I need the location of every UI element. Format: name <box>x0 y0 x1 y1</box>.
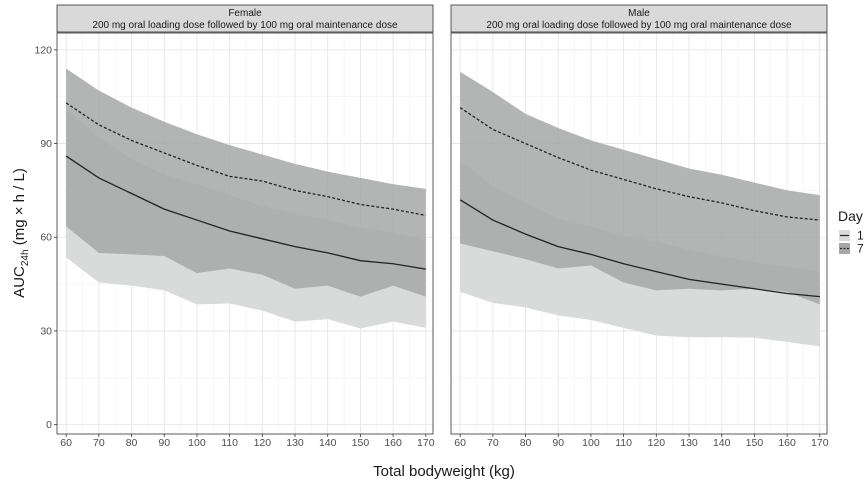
x-tick-label: 90 <box>552 437 564 449</box>
x-tick-label: 110 <box>615 437 632 449</box>
x-tick-label: 160 <box>384 437 402 449</box>
x-tick-label: 90 <box>158 437 170 449</box>
panel-border <box>450 32 828 435</box>
y-axis-title-units: (mg × h / L) <box>11 168 28 249</box>
legend-label-day-1: 1 <box>857 229 864 243</box>
legend-label-day-7: 7 <box>857 242 864 256</box>
x-axis-title: Total bodyweight (kg) <box>373 463 515 480</box>
y-tick-label: 90 <box>40 138 52 150</box>
x-tick-label: 70 <box>487 437 499 449</box>
x-tick-label: 140 <box>713 437 731 449</box>
x-tick-label: 100 <box>188 437 206 449</box>
strip-label-line1: Male <box>628 8 650 19</box>
x-tick-label: 150 <box>746 437 764 449</box>
strip-label-line2: 200 mg oral loading dose followed by 100… <box>92 20 398 31</box>
x-tick-label: 80 <box>520 437 532 449</box>
x-tick-label: 80 <box>126 437 138 449</box>
x-tick-label: 60 <box>60 437 72 449</box>
x-tick-label: 60 <box>454 437 466 449</box>
x-tick-label: 120 <box>254 437 272 449</box>
x-tick-label: 70 <box>93 437 105 449</box>
facet-strip <box>56 4 434 33</box>
panel-border <box>56 32 434 435</box>
y-tick-label: 60 <box>40 232 52 244</box>
x-tick-label: 150 <box>352 437 370 449</box>
median-line-day-7 <box>65 102 426 217</box>
x-tick-label: 160 <box>778 437 796 449</box>
legend: Day 17 <box>838 208 864 256</box>
x-tick-label: 170 <box>811 437 829 449</box>
ribbon-day-7 <box>66 68 426 297</box>
y-axis-title-subscript: 24h <box>20 249 31 266</box>
y-axis-title: AUC24h (mg × h / L) <box>11 168 31 298</box>
x-tick-label: 110 <box>221 437 238 449</box>
x-tick-label: 130 <box>286 437 304 449</box>
y-tick-label: 30 <box>40 325 52 337</box>
legend-title: Day <box>838 208 863 224</box>
strip-label-line1: Female <box>228 8 262 19</box>
x-tick-label: 170 <box>417 437 435 449</box>
y-axis-title-main: AUC <box>11 266 28 298</box>
x-tick-label: 100 <box>582 437 600 449</box>
median-line-day-1 <box>65 155 426 270</box>
x-tick-label: 140 <box>319 437 337 449</box>
strip-label-line2: 200 mg oral loading dose followed by 100… <box>486 20 792 31</box>
ribbon-day-7 <box>460 71 820 305</box>
facet-strip <box>450 4 828 33</box>
x-tick-label: 120 <box>648 437 666 449</box>
median-line-day-7 <box>459 107 820 221</box>
y-tick-label: 120 <box>34 44 52 56</box>
median-line-day-1 <box>459 199 820 298</box>
y-tick-label: 0 <box>46 419 52 431</box>
x-tick-label: 130 <box>680 437 698 449</box>
